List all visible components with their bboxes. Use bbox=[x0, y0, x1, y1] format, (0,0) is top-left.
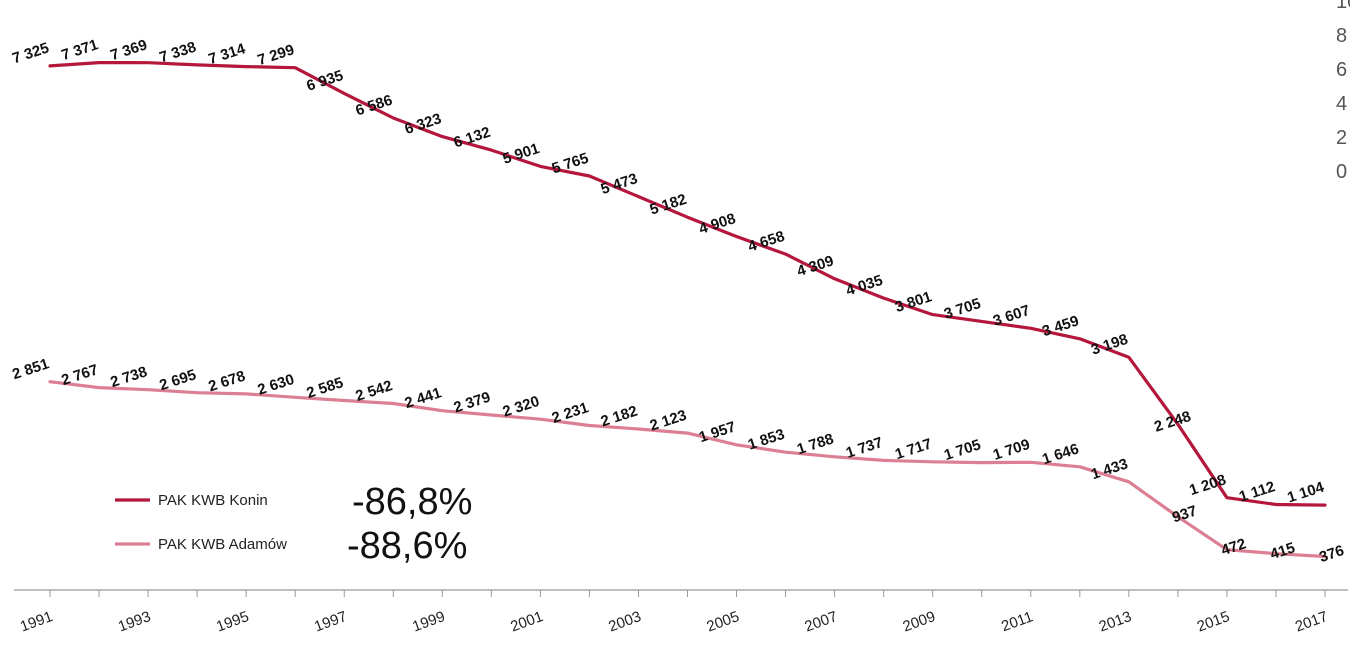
x-tick-label: 2013 bbox=[1097, 608, 1134, 635]
right-axis-tick: 2 bbox=[1336, 127, 1347, 149]
x-axis bbox=[14, 589, 1348, 597]
right-axis-tick: 0 bbox=[1336, 161, 1347, 183]
right-axis-tick: 4 bbox=[1336, 93, 1347, 115]
series-lines bbox=[48, 60, 1327, 559]
x-tick-label: 1991 bbox=[18, 608, 55, 635]
x-tick-label: 2007 bbox=[802, 608, 839, 635]
data-label: 7 371 bbox=[59, 36, 100, 64]
data-label: 376 bbox=[1317, 542, 1346, 566]
legend-label: PAK KWB Adamów bbox=[158, 536, 287, 553]
data-label: 937 bbox=[1170, 502, 1199, 526]
data-label: 2 738 bbox=[108, 363, 149, 391]
data-label: 7 325 bbox=[10, 39, 51, 67]
x-tick-label: 2015 bbox=[1195, 608, 1232, 635]
data-label: 2 678 bbox=[206, 368, 247, 396]
percent-change: -86,8% bbox=[352, 481, 472, 523]
series-line-konin bbox=[48, 60, 1327, 507]
right-axis-ticks: 10 8 6 4 2 0 bbox=[1336, 0, 1350, 183]
series-line-adamow bbox=[48, 380, 1327, 559]
data-label: 7 314 bbox=[206, 40, 248, 68]
x-tick-label: 1999 bbox=[410, 608, 447, 635]
data-label: 1 709 bbox=[991, 436, 1032, 464]
data-label: 7 299 bbox=[255, 41, 296, 69]
data-label: 7 369 bbox=[108, 36, 149, 64]
data-label: 1 717 bbox=[893, 435, 934, 463]
data-label: 2 248 bbox=[1152, 408, 1193, 436]
x-tick-label: 1997 bbox=[312, 608, 349, 635]
x-tick-label: 2005 bbox=[704, 608, 741, 635]
x-tick-labels: 1991 1993 1995 1997 1999 2001 2003 2005 2007 2009… bbox=[18, 608, 1330, 635]
x-tick-label: 2017 bbox=[1293, 608, 1330, 635]
data-label: 1 705 bbox=[942, 436, 983, 464]
legend: PAK KWB Konin -86,8% PAK KWB Adamów -88,6% bbox=[115, 481, 472, 567]
x-tick-label: 1995 bbox=[214, 608, 251, 635]
data-label: 415 bbox=[1268, 539, 1297, 563]
right-axis-tick: 6 bbox=[1336, 59, 1347, 81]
data-label: 472 bbox=[1219, 535, 1248, 559]
legend-label: PAK KWB Konin bbox=[158, 492, 268, 509]
x-tick-label: 2001 bbox=[508, 608, 545, 635]
percent-change: -88,6% bbox=[347, 525, 467, 567]
x-tick-label: 1993 bbox=[116, 608, 153, 635]
data-label: 1 208 bbox=[1187, 471, 1228, 499]
right-axis-tick: 10 bbox=[1336, 0, 1350, 13]
x-tick-label: 2011 bbox=[999, 608, 1035, 635]
right-axis-tick: 8 bbox=[1336, 25, 1347, 47]
data-label: 1 104 bbox=[1285, 478, 1327, 506]
x-tick-label: 2009 bbox=[901, 608, 938, 635]
data-label: 2 851 bbox=[10, 355, 51, 383]
data-label: 7 338 bbox=[157, 39, 198, 67]
x-tick-label: 2003 bbox=[606, 608, 643, 635]
